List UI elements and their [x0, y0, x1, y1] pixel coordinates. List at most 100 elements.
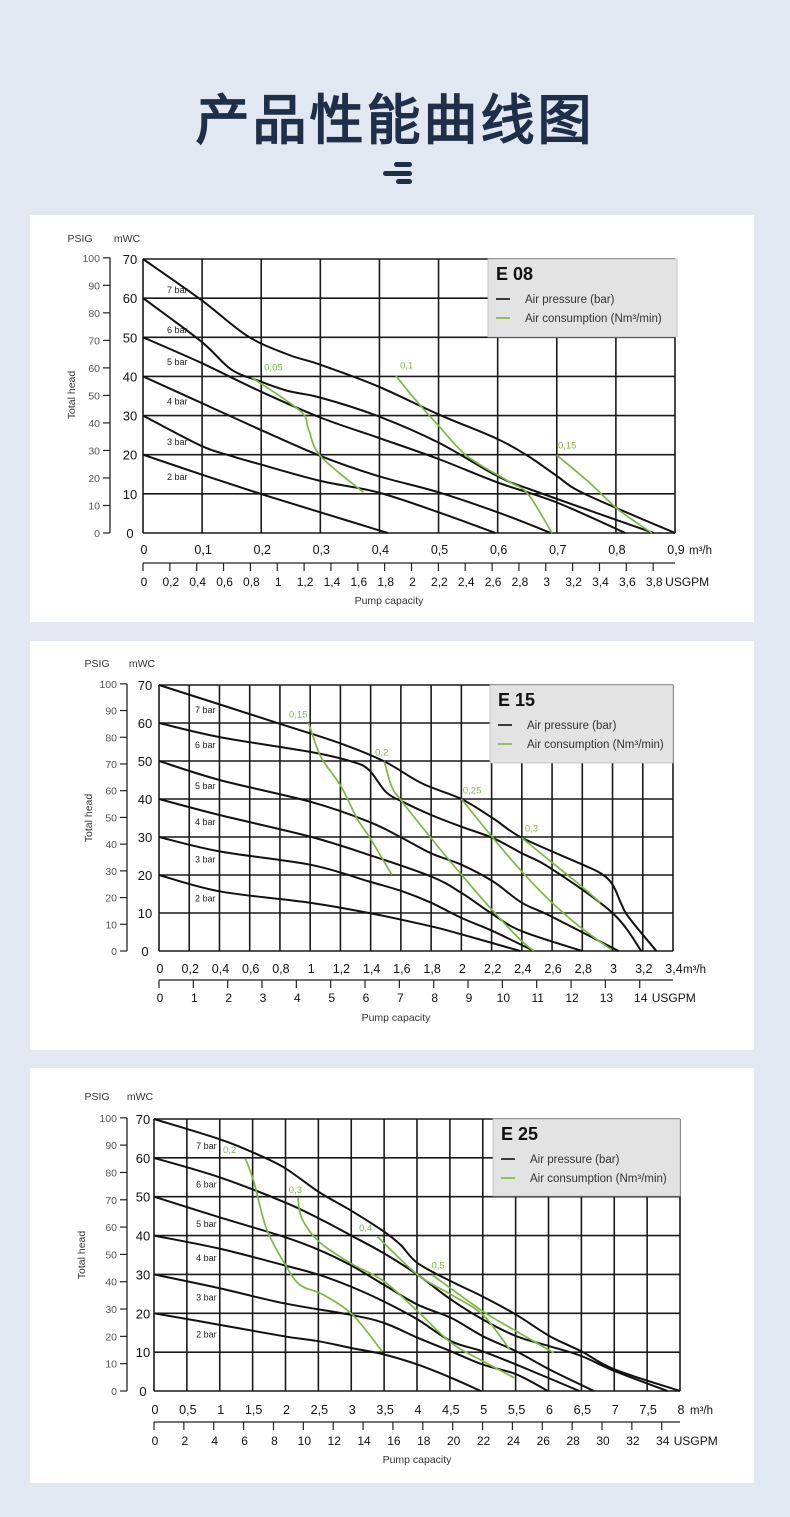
x-tick-label: 2 [459, 962, 466, 976]
pressure-curve-label: 5 bar [195, 781, 216, 791]
psig-tick-label: 0 [111, 1386, 117, 1398]
psig-tick-label: 60 [105, 1222, 117, 1234]
consumption-curve [431, 1274, 555, 1354]
pressure-curve-label: 3 bar [195, 854, 216, 864]
usgpm-tick-label: 8 [271, 1434, 278, 1448]
psig-tick-label: 20 [105, 893, 117, 905]
x-tick-label: 0,2 [254, 543, 271, 557]
y-axis-label: Total head [83, 794, 95, 843]
usgpm-tick-label: 20 [447, 1434, 461, 1448]
x-tick-label: 3 [349, 1403, 356, 1417]
pressure-curve-2-bar [142, 453, 388, 534]
psig-tick-label: 20 [88, 473, 100, 485]
x-tick-label: 2,6 [544, 962, 561, 976]
pressure-curve-label: 4 bar [196, 1253, 217, 1263]
legend-label-pressure: Air pressure (bar) [530, 1154, 620, 1166]
psig-tick-label: 50 [88, 390, 100, 402]
consumption-curve [395, 375, 553, 534]
pressure-curve-label: 3 bar [196, 1292, 217, 1302]
x-tick-label: 5,5 [508, 1403, 525, 1417]
page-title: 产品性能曲线图 [195, 89, 595, 152]
consumption-curve [307, 722, 393, 876]
psig-unit-label: PSIG [84, 1091, 109, 1103]
usgpm-tick-label: 5 [328, 991, 335, 1005]
psig-tick-label: 40 [105, 839, 117, 851]
psig-tick-label: 90 [105, 1140, 117, 1152]
usgpm-tick-label: 1 [275, 575, 282, 589]
y-axis-label: Total head [66, 371, 78, 420]
usgpm-tick-label: 3,2 [565, 575, 582, 589]
mwc-tick-label: 0 [141, 944, 148, 959]
pressure-curve-label: 2 bar [196, 1330, 217, 1340]
consumption-curve-label: 0,15 [558, 440, 577, 451]
x-tick-label: 1,4 [363, 962, 380, 976]
usgpm-tick-label: 30 [596, 1434, 610, 1448]
psig-tick-label: 90 [105, 706, 117, 718]
usgpm-tick-label: 28 [566, 1434, 580, 1448]
x-tick-label: 4,5 [442, 1403, 459, 1417]
x-tick-label: 0,9 [667, 543, 684, 557]
psig-tick-label: 50 [105, 1249, 117, 1261]
mwc-tick-label: 60 [138, 716, 152, 731]
x-tick-label: 3 [610, 962, 617, 976]
x-axis-label: Pump capacity [362, 1012, 432, 1024]
x-axis-label: Pump capacity [383, 1454, 453, 1466]
usgpm-tick-label: 9 [466, 991, 473, 1005]
usgpm-tick-label: 1,4 [324, 575, 341, 589]
usgpm-unit-label: USGPM [674, 1434, 718, 1448]
x-tick-label: 7 [612, 1403, 619, 1417]
mwc-tick-label: 30 [123, 409, 137, 424]
mwc-unit-label: mWC [127, 1091, 154, 1103]
psig-tick-label: 70 [105, 759, 117, 771]
pressure-curve-2-bar [158, 874, 521, 952]
x-tick-label: 2,8 [575, 962, 592, 976]
x-tick-label: 2 [283, 1403, 290, 1417]
mwc-tick-label: 0 [126, 526, 133, 541]
usgpm-tick-label: 12 [328, 1434, 342, 1448]
x-tick-label: 3,5 [376, 1403, 393, 1417]
pressure-curve-3-bar [142, 414, 496, 534]
usgpm-tick-label: 1 [191, 991, 198, 1005]
pressure-curve-label: 3 bar [167, 437, 188, 447]
pressure-curve-3-bar [158, 836, 535, 952]
consumption-curve [297, 1197, 515, 1379]
psig-tick-label: 30 [105, 866, 117, 878]
consumption-curve-label: 0,2 [375, 747, 388, 758]
usgpm-tick-label: 14 [634, 991, 648, 1005]
performance-chart: E 08 Air pressure (bar) Air consumption (N… [66, 233, 712, 607]
chart-panel-e25: E 25 Air pressure (bar) Air consumption (N… [30, 1068, 754, 1483]
x-tick-label: 0,8 [272, 962, 289, 976]
consumption-curve-label: 0,5 [431, 1261, 444, 1272]
x-tick-label: 1 [217, 1403, 224, 1417]
consumption-curve [556, 454, 653, 534]
menu-lines-icon [378, 160, 412, 188]
consumption-curve [521, 837, 601, 904]
pressure-curve-label: 5 bar [167, 357, 188, 367]
x-tick-label: 0 [157, 962, 164, 976]
usgpm-tick-label: 8 [431, 991, 438, 1005]
x-unit-label: m³/h [689, 545, 712, 557]
psig-tick-label: 100 [99, 1113, 117, 1125]
psig-tick-label: 10 [88, 500, 100, 512]
x-tick-label: 2,2 [484, 962, 501, 976]
pressure-curve-label: 4 bar [167, 396, 188, 406]
usgpm-tick-label: 18 [417, 1434, 431, 1448]
mwc-tick-label: 40 [123, 369, 137, 384]
pressure-curve-label: 4 bar [195, 817, 216, 827]
psig-tick-label: 40 [88, 418, 100, 430]
usgpm-tick-label: 24 [507, 1434, 521, 1448]
psig-tick-label: 10 [105, 919, 117, 931]
x-axis-label: Pump capacity [355, 595, 425, 607]
x-tick-label: 1,5 [245, 1403, 262, 1417]
psig-tick-label: 70 [105, 1195, 117, 1207]
consumption-curve [376, 1236, 511, 1350]
usgpm-tick-label: 10 [497, 991, 511, 1005]
psig-tick-label: 60 [105, 786, 117, 798]
mwc-tick-label: 60 [123, 291, 137, 306]
mwc-tick-label: 50 [138, 754, 152, 769]
x-tick-label: 6,5 [574, 1403, 591, 1417]
x-tick-label: 1,6 [393, 962, 410, 976]
consumption-curve-label: 0,25 [463, 785, 482, 796]
mwc-tick-label: 70 [138, 678, 152, 693]
pressure-curve-5-bar [158, 760, 620, 952]
